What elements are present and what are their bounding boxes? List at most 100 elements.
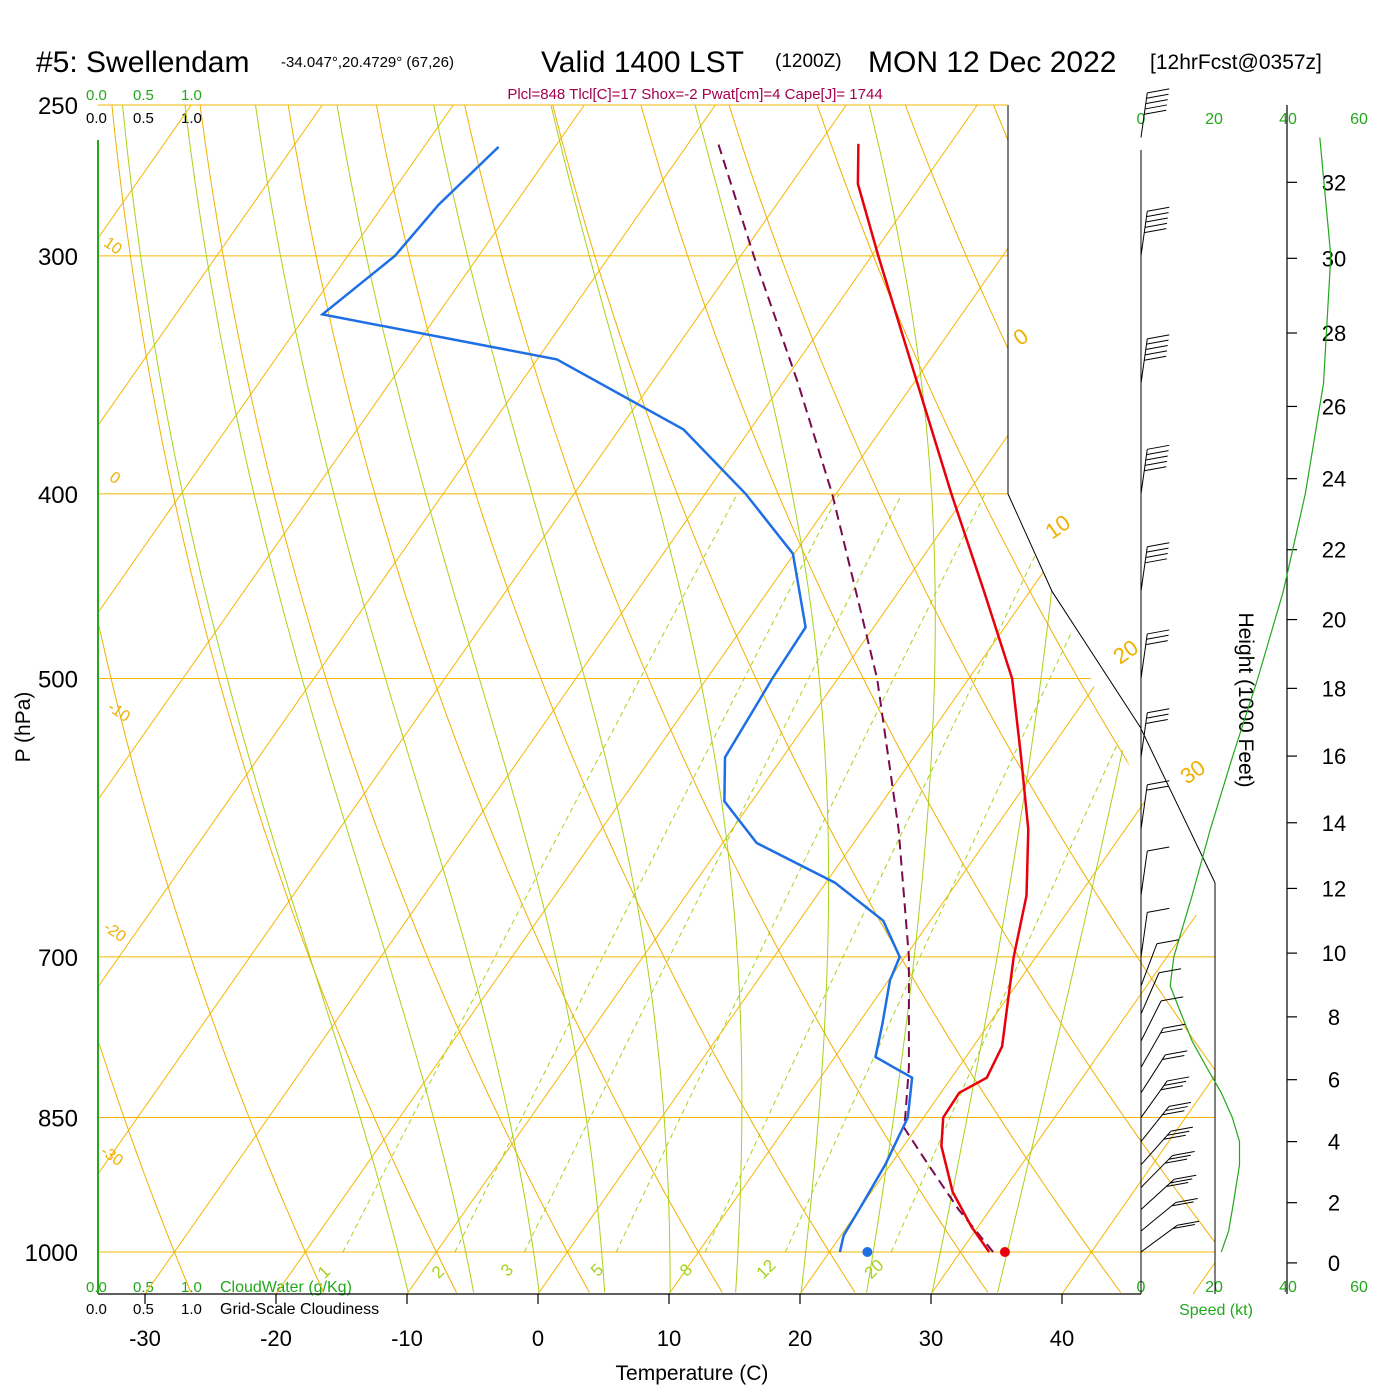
x-tick-label: 10: [657, 1326, 681, 1351]
wind-panel: [1140, 88, 1332, 1294]
wind-barb: [1140, 996, 1184, 1042]
dry-adiabat-label: 30: [1176, 755, 1210, 790]
wind-speed-trace: [1169, 137, 1332, 1253]
moist-adiabat-line: [120, 105, 409, 1293]
isotherm-line: [98, 105, 847, 1294]
mixing-ratio-line: [523, 493, 903, 1253]
station-title: #5: Swellendam: [36, 46, 249, 79]
height-tick-label: 12: [1322, 876, 1346, 901]
top-green-05: 0.5: [133, 87, 154, 104]
top-black-0: 0.0: [86, 110, 107, 127]
height-tick-label: 32: [1322, 170, 1346, 195]
dry-adiabat-line: [98, 105, 192, 1293]
isotherm-line: [1061, 105, 1215, 1294]
mixing-ratio-label: 12: [753, 1256, 780, 1283]
isotherm-line: [406, 105, 1215, 1294]
wind-barb: [1140, 1197, 1198, 1232]
x-tick-label: 40: [1050, 1326, 1074, 1351]
valid-date: MON 12 Dec 2022: [868, 46, 1116, 79]
wind-barb: [1140, 1023, 1186, 1068]
wind-barb: [1140, 1050, 1188, 1094]
top-green-0: 0.0: [86, 87, 107, 104]
dry-adiabat-label: 20: [1109, 635, 1143, 670]
dry-adiabat-line: [98, 105, 325, 1293]
bottom-black-1: 1.0: [181, 1301, 202, 1318]
height-tick-label: 26: [1322, 394, 1346, 419]
isotherm-line: [1192, 105, 1215, 1294]
mixing-ratio-line: [704, 493, 1066, 1253]
wind-barb: [1140, 846, 1170, 896]
x-tick-label: 30: [919, 1326, 943, 1351]
frame-right-edge: [1007, 105, 1216, 883]
dry-adiabat-label: 10: [1041, 510, 1075, 545]
dry-adiabat-line: [631, 105, 1215, 1293]
p-tick-label: 250: [38, 93, 78, 120]
wind-barb: [1140, 334, 1170, 384]
dry-adiabat-line: [195, 105, 590, 1293]
wind-barb: [1140, 1101, 1192, 1142]
utc-time: (1200Z): [775, 51, 842, 72]
x-axis-title: Temperature (C): [616, 1362, 769, 1385]
top-black-05: 0.5: [133, 110, 154, 127]
mixing-ratio-line: [454, 493, 840, 1253]
isotherm-line: [98, 105, 454, 1294]
dry-adiabat-label: -20: [100, 919, 129, 946]
dry-adiabat-label: 10: [100, 234, 124, 258]
isotherm-line: [930, 105, 1215, 1294]
wind-barb: [1140, 1150, 1195, 1188]
moist-adiabat-line: [690, 105, 830, 1293]
dry-adiabat-line: [1241, 71, 1400, 1292]
wind-barb: [1140, 907, 1170, 957]
dry-adiabat-line: [369, 105, 856, 1293]
p-tick-label: 500: [38, 667, 78, 694]
height-axis-title: Height (1000 Feet): [1234, 612, 1257, 787]
isotherm-line: [537, 105, 1215, 1294]
height-tick-label: 10: [1322, 941, 1346, 966]
dry-adiabat-line: [282, 105, 723, 1293]
speed-label-bot-20: 20: [1205, 1279, 1223, 1296]
p-tick-label: 1000: [25, 1240, 78, 1267]
height-tick-label: 8: [1328, 1005, 1340, 1030]
wind-barb: [1140, 629, 1170, 679]
axes: -30 -20 -10 0 10 20 30 402503004005007008501000…: [25, 93, 1347, 1351]
moist-adiabat-line: [252, 105, 540, 1293]
x-tick-label: -30: [129, 1326, 161, 1351]
plot-frame: [97, 104, 1216, 1295]
dry-adiabat-label: 0: [106, 469, 123, 488]
height-tick-label: 16: [1322, 744, 1346, 769]
isotherm-line: [98, 105, 585, 1294]
wind-barb: [1140, 542, 1170, 592]
cloudiness-label: Grid-Scale Cloudiness: [220, 1301, 379, 1318]
mixing-ratio-label: 5: [587, 1260, 607, 1280]
mixing-ratio-line: [784, 493, 1138, 1253]
profiles: [319, 143, 1030, 1257]
wind-barb: [1140, 968, 1182, 1015]
speed-label-top-20: 20: [1205, 111, 1223, 128]
dry-adiabat-label: 0: [1009, 323, 1033, 351]
stability-indices: Plcl=848 Tlcl[C]=17 Shox=-2 Pwat[cm]=4 C…: [507, 86, 882, 103]
isotherm-line: [98, 105, 323, 1294]
x-tick-label: -10: [391, 1326, 423, 1351]
speed-label-top-40: 40: [1279, 111, 1297, 128]
p-tick-label: 700: [38, 945, 78, 972]
wind-barb: [1140, 1126, 1193, 1166]
speed-label-bot-40: 40: [1279, 1279, 1297, 1296]
x-tick-label: 20: [788, 1326, 812, 1351]
wind-barb: [1140, 88, 1170, 138]
isotherm-line: [98, 105, 716, 1294]
station-coords: -34.047°,20.4729° (67,26): [281, 54, 454, 71]
y-axis-title: P (hPa): [12, 692, 35, 763]
moist-adiabat-line: [546, 105, 743, 1293]
x-tick-label: -20: [260, 1326, 292, 1351]
bottom-green-1: 1.0: [181, 1279, 202, 1296]
p-tick-label: 850: [38, 1106, 78, 1133]
bottom-green-0: 0.0: [86, 1279, 107, 1296]
dry-adiabat-line: [543, 105, 1122, 1293]
dewpoint-trace: [319, 145, 914, 1253]
p-tick-label: 300: [38, 244, 78, 271]
height-tick-label: 2: [1328, 1191, 1340, 1216]
top-green-1: 1.0: [181, 87, 202, 104]
height-tick-label: 24: [1322, 467, 1346, 492]
height-tick-label: 4: [1328, 1130, 1340, 1155]
